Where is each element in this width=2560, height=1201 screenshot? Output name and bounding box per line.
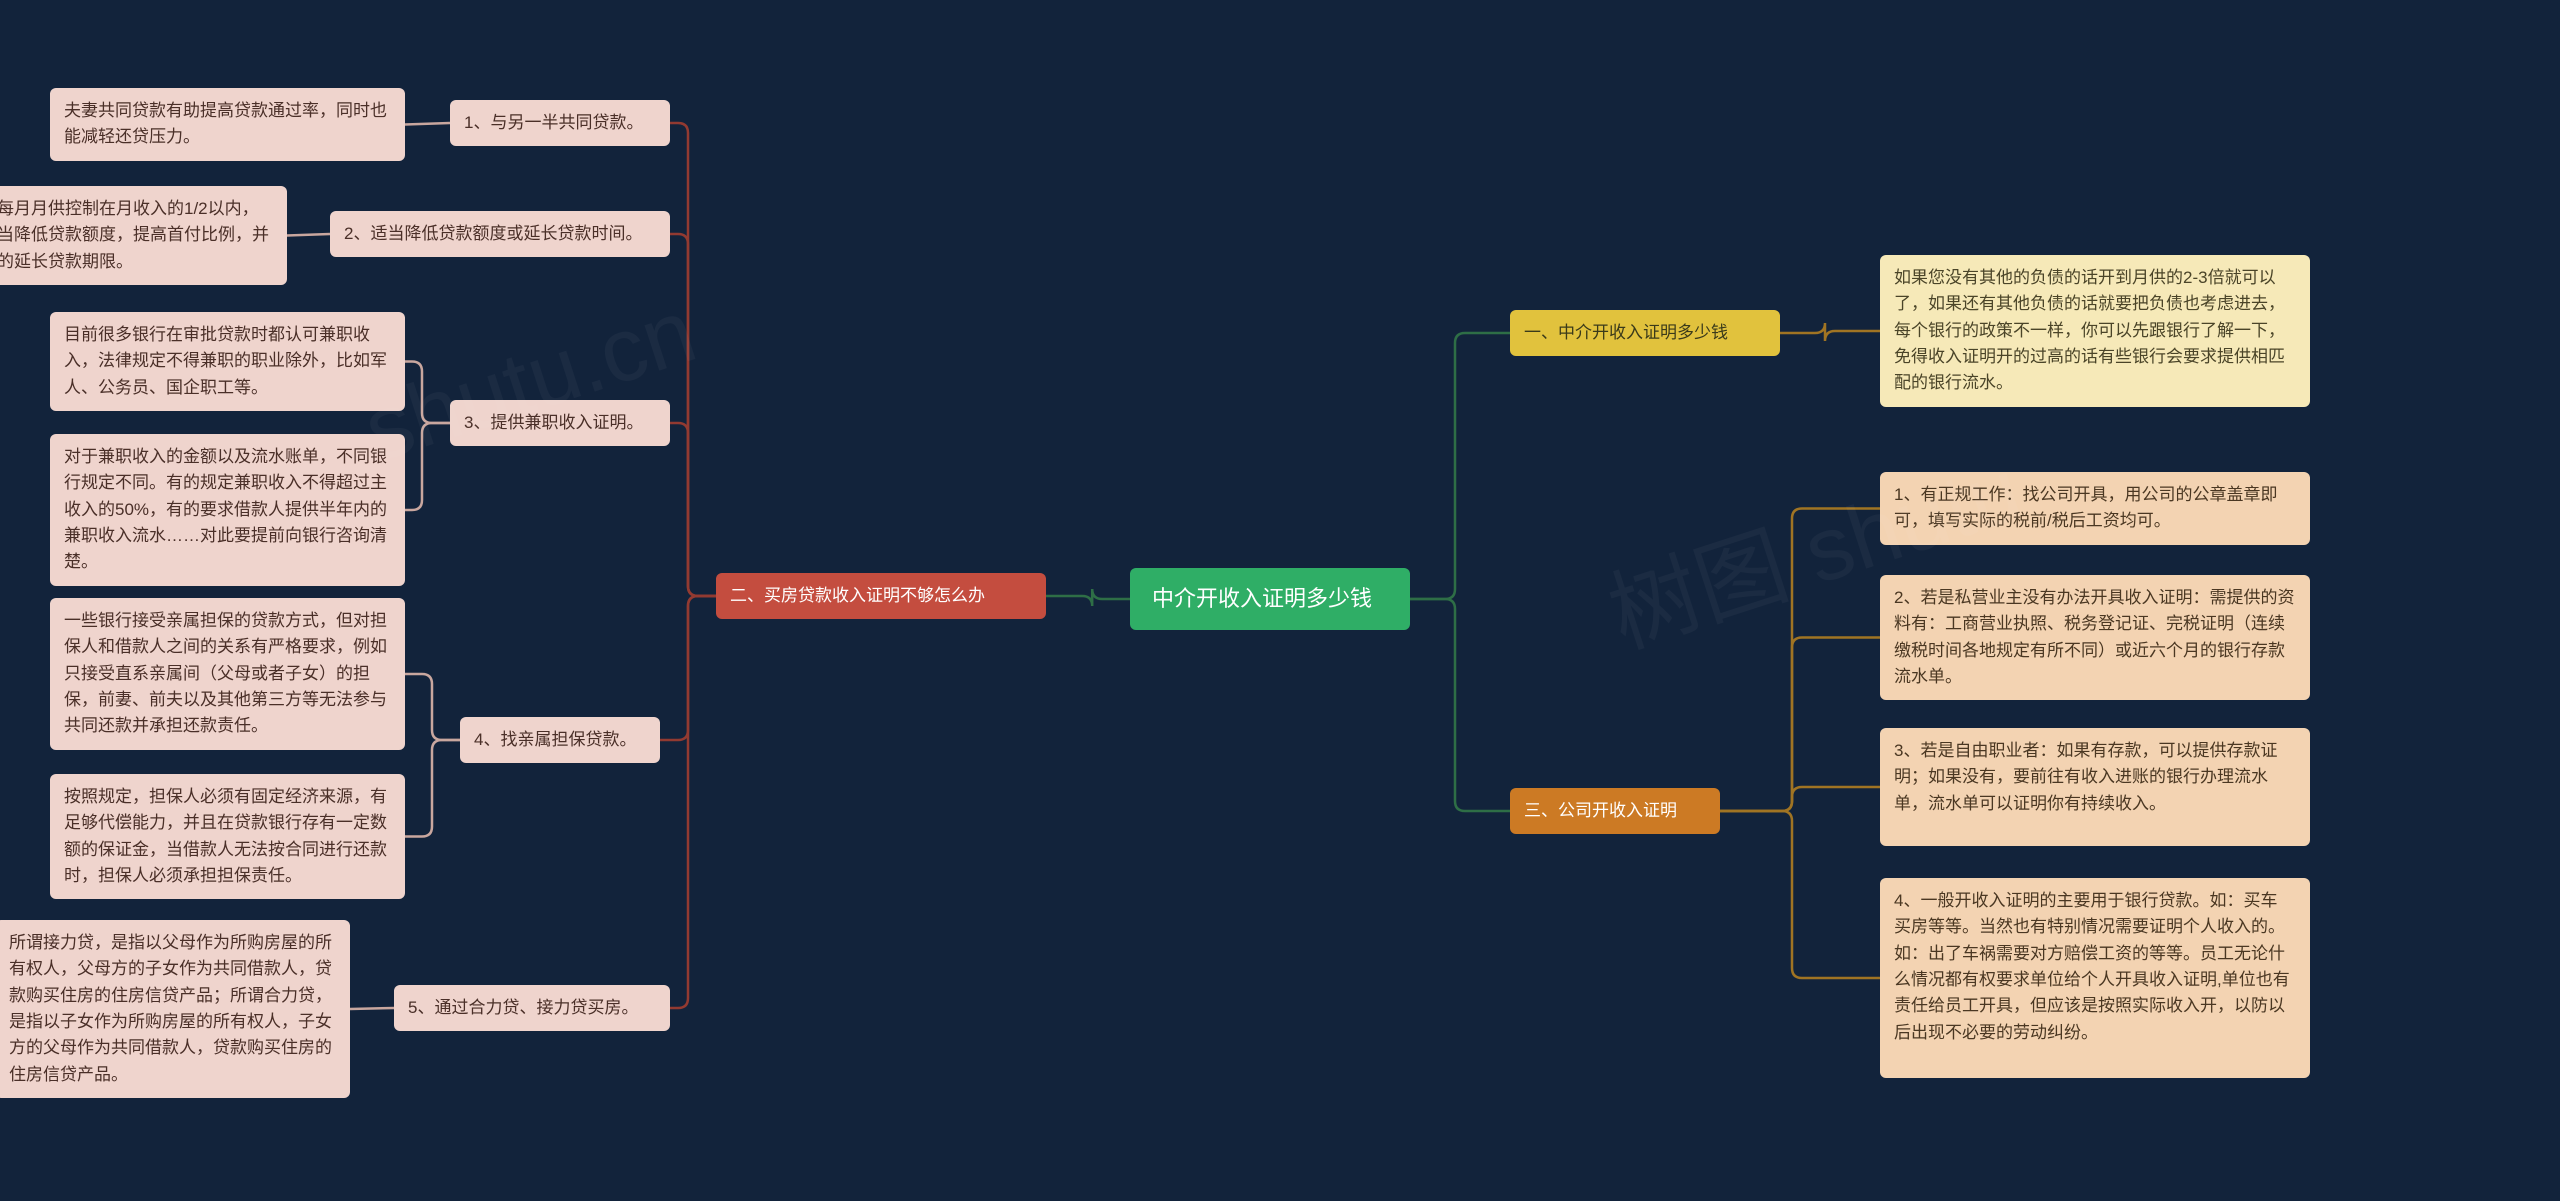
mindmap-node-b2_5[interactable]: 5、通过合力贷、接力贷买房。 (394, 985, 670, 1031)
node-label: 3、提供兼职收入证明。 (464, 413, 643, 432)
node-label: 1、与另一半共同贷款。 (464, 113, 643, 132)
mindmap-node-b1[interactable]: 一、中介开收入证明多少钱 (1510, 310, 1780, 356)
node-label: 2、若是私营业主没有办法开具收入证明：需提供的资料有：工商营业执照、税务登记证、… (1894, 588, 2294, 686)
node-label: 对于兼职收入的金额以及流水账单，不同银行规定不同。有的规定兼职收入不得超过主收入… (64, 447, 387, 571)
connector (405, 123, 450, 125)
mindmap-node-b2_2[interactable]: 2、适当降低贷款额度或延长贷款时间。 (330, 211, 670, 257)
connector (405, 362, 450, 424)
mindmap-node-b2_4d1[interactable]: 一些银行接受亲属担保的贷款方式，但对担保人和借款人之间的关系有严格要求，例如只接… (50, 598, 405, 750)
connector (1046, 589, 1130, 606)
mindmap-node-b2_1d[interactable]: 夫妻共同贷款有助提高贷款通过率，同时也能减轻还贷压力。 (50, 88, 405, 161)
connector (350, 1008, 394, 1009)
node-label: 按照规定，担保人必须有固定经济来源，有足够代偿能力，并且在贷款银行存有一定数额的… (64, 787, 387, 885)
connector (1410, 599, 1510, 811)
mindmap-node-b2_3d1[interactable]: 目前很多银行在审批贷款时都认可兼职收入，法律规定不得兼职的职业除外，比如军人、公… (50, 312, 405, 411)
mindmap-node-b2[interactable]: 二、买房贷款收入证明不够怎么办 (716, 573, 1046, 619)
connector (670, 123, 716, 596)
node-label: 目前很多银行在审批贷款时都认可兼职收入，法律规定不得兼职的职业除外，比如军人、公… (64, 325, 387, 397)
node-label: 2、适当降低贷款额度或延长贷款时间。 (344, 224, 642, 243)
mindmap-node-b3_4[interactable]: 4、一般开收入证明的主要用于银行贷款。如：买车 买房等等。当然也有特别情况需要证… (1880, 878, 2310, 1078)
connector (1720, 638, 1880, 812)
connector (1410, 333, 1510, 599)
mindmap-node-b2_2d[interactable]: 为了将每月月供控制在月收入的1/2以内，可以适当降低贷款额度，提高首付比例，并尽… (0, 186, 287, 285)
node-label: 1、有正规工作：找公司开具，用公司的公章盖章即可，填写实际的税前/税后工资均可。 (1894, 485, 2277, 530)
node-label: 3、若是自由职业者：如果有存款，可以提供存款证明；如果没有，要前往有收入进账的银… (1894, 741, 2277, 813)
mindmap-node-b2_3[interactable]: 3、提供兼职收入证明。 (450, 400, 670, 446)
node-label: 二、买房贷款收入证明不够怎么办 (730, 586, 985, 605)
node-label: 中介开收入证明多少钱 (1152, 586, 1372, 611)
connector (660, 596, 716, 740)
connector (405, 740, 460, 837)
connector (1720, 509, 1880, 812)
node-label: 如果您没有其他的负债的话开到月供的2-3倍就可以了，如果还有其他负债的话就要把负… (1894, 268, 2285, 392)
mindmap-node-b3_2[interactable]: 2、若是私营业主没有办法开具收入证明：需提供的资料有：工商营业执照、税务登记证、… (1880, 575, 2310, 700)
mindmap-node-root[interactable]: 中介开收入证明多少钱 (1130, 568, 1410, 630)
node-label: 所谓接力贷，是指以父母作为所购房屋的所有权人，父母方的子女作为共同借款人，贷款购… (9, 933, 332, 1084)
mindmap-node-b2_5d[interactable]: 所谓接力贷，是指以父母作为所购房屋的所有权人，父母方的子女作为共同借款人，贷款购… (0, 920, 350, 1098)
node-label: 4、一般开收入证明的主要用于银行贷款。如：买车 买房等等。当然也有特别情况需要证… (1894, 891, 2290, 1042)
connector (405, 674, 460, 740)
connector (287, 234, 330, 236)
connector (670, 596, 716, 1008)
connector (1720, 811, 1880, 978)
node-label: 一些银行接受亲属担保的贷款方式，但对担保人和借款人之间的关系有严格要求，例如只接… (64, 611, 387, 735)
connector (1720, 787, 1880, 811)
node-label: 夫妻共同贷款有助提高贷款通过率，同时也能减轻还贷压力。 (64, 101, 387, 146)
mindmap-node-b3_3[interactable]: 3、若是自由职业者：如果有存款，可以提供存款证明；如果没有，要前往有收入进账的银… (1880, 728, 2310, 846)
mindmap-node-b3_1[interactable]: 1、有正规工作：找公司开具，用公司的公章盖章即可，填写实际的税前/税后工资均可。 (1880, 472, 2310, 545)
mindmap-node-b1_1[interactable]: 如果您没有其他的负债的话开到月供的2-3倍就可以了，如果还有其他负债的话就要把负… (1880, 255, 2310, 407)
mindmap-node-b2_4d2[interactable]: 按照规定，担保人必须有固定经济来源，有足够代偿能力，并且在贷款银行存有一定数额的… (50, 774, 405, 899)
connector (670, 423, 716, 596)
mindmap-node-b2_1[interactable]: 1、与另一半共同贷款。 (450, 100, 670, 146)
mindmap-node-b2_4[interactable]: 4、找亲属担保贷款。 (460, 717, 660, 763)
connector (670, 234, 716, 596)
connector (1780, 323, 1880, 341)
watermark: shutu.cn (352, 280, 707, 483)
node-label: 4、找亲属担保贷款。 (474, 730, 636, 749)
node-label: 一、中介开收入证明多少钱 (1524, 323, 1728, 342)
node-label: 为了将每月月供控制在月收入的1/2以内，可以适当降低贷款额度，提高首付比例，并尽… (0, 199, 269, 271)
connector (405, 423, 450, 510)
node-label: 三、公司开收入证明 (1524, 801, 1677, 820)
mindmap-node-b2_3d2[interactable]: 对于兼职收入的金额以及流水账单，不同银行规定不同。有的规定兼职收入不得超过主收入… (50, 434, 405, 586)
node-label: 5、通过合力贷、接力贷买房。 (408, 998, 638, 1017)
mindmap-node-b3[interactable]: 三、公司开收入证明 (1510, 788, 1720, 834)
